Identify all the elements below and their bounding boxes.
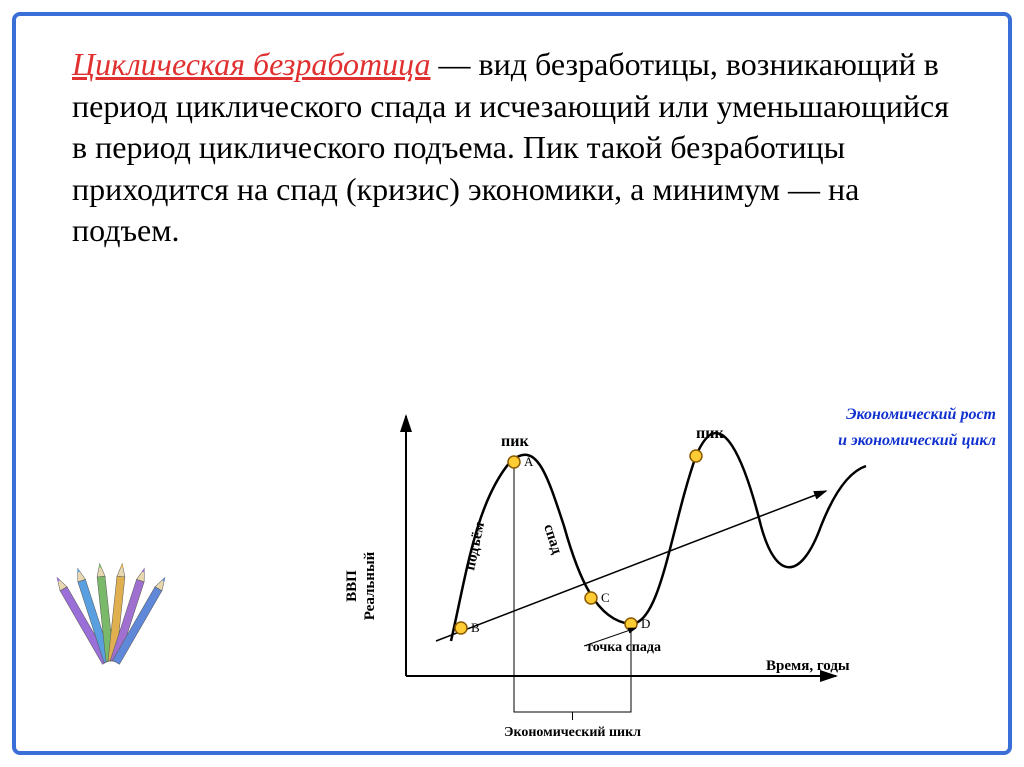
svg-text:D: D	[641, 616, 650, 631]
economic-cycle-chart: РеальныйВВП Время, годы A B C D Экономический …	[346, 406, 986, 736]
svg-text:ВВП: ВВП	[346, 570, 360, 602]
svg-text:Время, годы: Время, годы	[766, 658, 850, 674]
chart-title-1: Экономический рост	[846, 406, 996, 424]
svg-text:Реальный: Реальный	[362, 551, 378, 620]
definition-text: Циклическая безработица — вид безработиц…	[72, 44, 968, 252]
svg-text:B: B	[471, 620, 480, 635]
svg-text:пик: пик	[696, 425, 724, 442]
slide-frame: Циклическая безработица — вид безработиц…	[12, 12, 1012, 755]
svg-text:точка спада: точка спада	[586, 640, 661, 655]
svg-text:пик: пик	[501, 433, 529, 450]
chart-title-2: и экономический цикл	[838, 432, 996, 450]
svg-text:подъём: подъём	[462, 521, 488, 572]
term: Циклическая безработица	[72, 46, 431, 82]
svg-text:A: A	[524, 454, 534, 469]
svg-text:Экономический цикл: Экономический цикл	[504, 725, 641, 736]
svg-text:C: C	[601, 590, 610, 605]
svg-text:спад: спад	[540, 522, 565, 556]
pencils-icon	[56, 541, 166, 681]
chart-svg: РеальныйВВП Время, годы A B C D Экономический …	[346, 406, 986, 736]
